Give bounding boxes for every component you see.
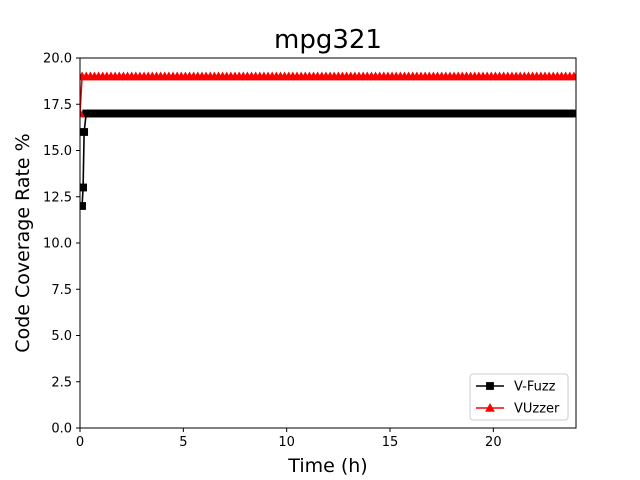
- legend: V-Fuzz VUzzer: [469, 373, 569, 421]
- chart-title: mpg321: [274, 25, 382, 55]
- data-point: [80, 128, 89, 136]
- legend-marker: [485, 402, 495, 412]
- y-tick-label: 17.5: [43, 98, 72, 113]
- legend-entry-vuzzer: VUzzer: [476, 402, 560, 417]
- y-tick-label: 20.0: [43, 52, 72, 67]
- plot-background: [80, 58, 576, 428]
- plot-area: [80, 58, 576, 428]
- y-axis-label: Code Coverage Rate %: [12, 133, 34, 352]
- x-axis-label: Time (h): [287, 455, 367, 477]
- series-vuzzer: [80, 71, 576, 118]
- data-point: [570, 109, 576, 118]
- x-tick-label: 10: [278, 435, 295, 450]
- y-tick-label: 5.0: [51, 329, 72, 344]
- x-tick-label: 15: [382, 435, 399, 450]
- y-tick-label: 2.5: [51, 375, 72, 390]
- legend-entry-v-fuzz: V-Fuzz: [476, 380, 556, 395]
- ticks-layer: 0 5 10 15 20 0.0 2.5 5.0 7.5 10.0 12.5 15.0 17.5 20.0: [43, 52, 502, 451]
- data-point: [80, 183, 87, 192]
- data-point: [80, 202, 86, 210]
- y-tick-label: 12.5: [43, 190, 72, 205]
- y-tick-label: 10.0: [43, 237, 72, 252]
- x-tick-label: 0: [76, 435, 84, 450]
- legend-label: VUzzer: [514, 402, 560, 417]
- legend-marker: [486, 382, 494, 390]
- y-tick-label: 0.0: [51, 422, 72, 437]
- legend-label: V-Fuzz: [514, 380, 556, 395]
- x-tick-label: 5: [179, 435, 187, 450]
- series-v-fuzz: [80, 109, 576, 210]
- data-point: [569, 71, 576, 81]
- y-tick-label: 7.5: [51, 283, 72, 298]
- x-tick-label: 20: [485, 435, 502, 450]
- series-layer: [80, 71, 576, 210]
- data-point: [80, 108, 85, 118]
- y-tick-label: 15.0: [43, 144, 72, 159]
